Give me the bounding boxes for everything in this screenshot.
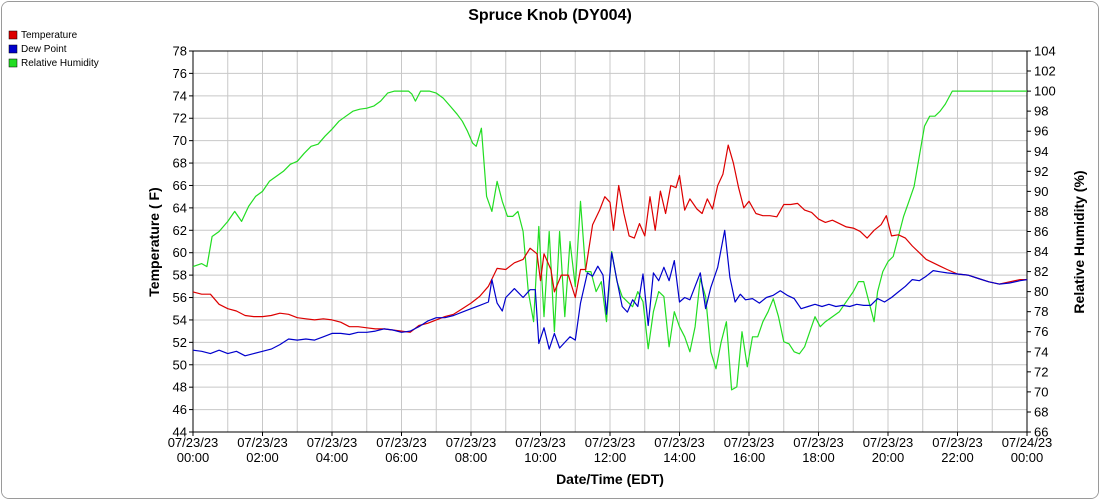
x-tick-label-date: 07/23/23: [307, 435, 358, 450]
legend-label-temperature: Temperature: [21, 30, 78, 41]
series-line-relative-humidity: [192, 90, 1027, 391]
y-left-tick-label: 56: [173, 290, 187, 305]
x-tick-label-date: 07/23/23: [446, 435, 497, 450]
y-right-tick-label: 92: [1034, 164, 1048, 179]
y-right-tick-label: 104: [1034, 44, 1056, 59]
y-left-tick-label: 72: [173, 111, 187, 126]
x-axis-title: Date/Time (EDT): [556, 471, 664, 487]
y-left-tick-label: 60: [173, 245, 187, 260]
y-right-tick-label: 70: [1034, 384, 1048, 399]
y-right-tick-label: 66: [1034, 425, 1048, 440]
y-right-tick-label: 82: [1034, 264, 1048, 279]
y-right-tick-label: 96: [1034, 124, 1048, 139]
x-tick-label-time: 00:00: [177, 450, 210, 465]
legend-item-temperature: Temperature: [8, 30, 78, 41]
y-right-tick-label: 86: [1034, 224, 1048, 239]
y-left-tick-label: 54: [173, 312, 187, 327]
y-axis-right-title: Relative Humidity (%): [1071, 170, 1087, 313]
x-tick-label-time: 00:00: [1011, 450, 1044, 465]
y-left-tick-label: 48: [173, 380, 187, 395]
y-left-tick-label: 58: [173, 268, 187, 283]
y-right-tick-label: 102: [1034, 64, 1056, 79]
legend-label-relative-humidity: Relative Humidity: [21, 58, 99, 69]
x-tick-label-time: 12:00: [594, 450, 627, 465]
x-tick-label-date: 07/23/23: [585, 435, 636, 450]
legend-item-dew-point: Dew Point: [8, 44, 67, 55]
x-tick-label-time: 02:00: [246, 450, 279, 465]
x-tick-label-date: 07/23/23: [654, 435, 705, 450]
chart-title: Spruce Knob (DY004): [468, 7, 632, 24]
y-right-tick-label: 88: [1034, 204, 1048, 219]
x-tick-label-time: 06:00: [385, 450, 418, 465]
y-left-tick-label: 70: [173, 133, 187, 148]
x-tick-label-time: 08:00: [455, 450, 488, 465]
y-right-tick-label: 78: [1034, 304, 1048, 319]
legend-label-dew-point: Dew Point: [21, 44, 67, 55]
x-tick-label-date: 07/24/23: [1002, 435, 1053, 450]
x-tick-label-date: 07/23/23: [168, 435, 219, 450]
y-left-tick-label: 52: [173, 335, 187, 350]
y-axis-left-title: Temperature ( F): [146, 187, 162, 296]
y-left-tick-label: 62: [173, 223, 187, 238]
y-right-tick-label: 80: [1034, 284, 1048, 299]
y-left-tick-label: 66: [173, 178, 187, 193]
y-left-tick-label: 44: [173, 425, 187, 440]
x-tick-label-date: 07/23/23: [237, 435, 288, 450]
x-tick-label-date: 07/23/23: [515, 435, 566, 450]
y-left-tick-label: 76: [173, 66, 187, 81]
series-line-temperature: [192, 144, 1027, 333]
y-right-tick-label: 76: [1034, 324, 1048, 339]
x-tick-label-time: 20:00: [872, 450, 905, 465]
x-tick-label-time: 16:00: [733, 450, 766, 465]
legend-swatch-temperature: [8, 30, 18, 40]
y-left-tick-label: 68: [173, 156, 187, 171]
y-left-tick-label: 78: [173, 44, 187, 59]
y-left-tick-label: 64: [173, 200, 187, 215]
x-tick-label-time: 14:00: [663, 450, 696, 465]
legend-item-relative-humidity: Relative Humidity: [8, 58, 99, 69]
y-right-tick-label: 94: [1034, 144, 1048, 159]
x-tick-label-date: 07/23/23: [376, 435, 427, 450]
legend-swatch-dew-point: [8, 44, 18, 54]
x-tick-label-time: 04:00: [316, 450, 349, 465]
series-line-dew-point: [192, 229, 1028, 357]
y-right-tick-label: 68: [1034, 404, 1048, 419]
x-tick-label-time: 18:00: [802, 450, 835, 465]
x-tick-label-date: 07/23/23: [793, 435, 844, 450]
y-right-tick-label: 90: [1034, 184, 1048, 199]
x-tick-label-date: 07/23/23: [863, 435, 914, 450]
y-left-tick-label: 74: [173, 88, 187, 103]
x-tick-label-date: 07/23/23: [932, 435, 983, 450]
y-right-tick-label: 72: [1034, 364, 1048, 379]
y-right-tick-label: 100: [1034, 84, 1056, 99]
y-left-tick-label: 46: [173, 402, 187, 417]
y-right-tick-label: 98: [1034, 104, 1048, 119]
x-tick-label-date: 07/23/23: [724, 435, 775, 450]
legend-swatch-relative-humidity: [8, 58, 18, 68]
x-tick-label-time: 22:00: [941, 450, 974, 465]
tick-labels: 07/23/2300:0007/23/2302:0007/23/2304:000…: [168, 44, 1056, 466]
y-left-tick-label: 50: [173, 357, 187, 372]
legend: Temperature Dew Point Relative Humidity: [8, 30, 99, 69]
y-right-tick-label: 84: [1034, 244, 1048, 259]
series-layer: [192, 90, 1028, 391]
y-right-tick-label: 74: [1034, 344, 1048, 359]
x-tick-label-time: 10:00: [524, 450, 557, 465]
